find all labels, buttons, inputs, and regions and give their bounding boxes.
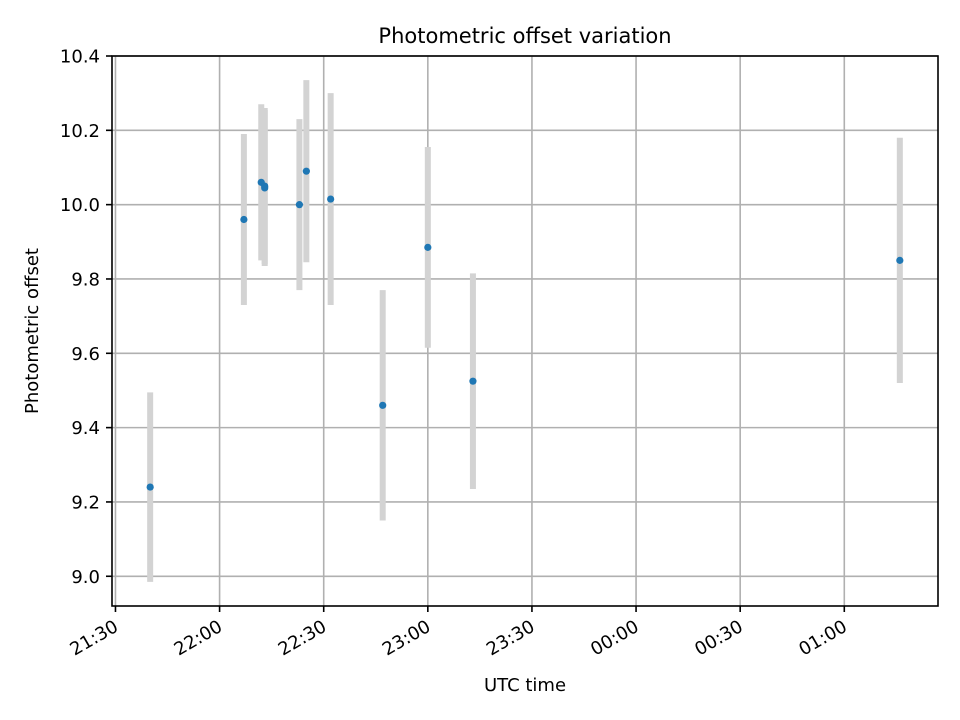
data-point bbox=[379, 401, 387, 409]
data-point bbox=[896, 256, 904, 264]
data-point bbox=[469, 377, 477, 385]
data-point bbox=[295, 201, 304, 209]
y-tick-label: 10.0 bbox=[60, 195, 100, 216]
plot-frame bbox=[111, 55, 939, 607]
x-axis: 21:30 22:00 22:30 23:00 23:30 00:00 00:30 01:00 bbox=[67, 606, 851, 660]
y-tick-label: 9.4 bbox=[71, 418, 100, 439]
y-axis: 9.0 9.2 9.4 9.6 9.8 10.0 10.2 10.4 bbox=[60, 47, 112, 588]
data-point bbox=[424, 243, 432, 251]
x-tick-label: 23:00 bbox=[379, 616, 434, 660]
data-point bbox=[327, 195, 335, 203]
y-tick-label: 10.4 bbox=[60, 47, 100, 68]
error-bars bbox=[147, 80, 903, 582]
x-axis-label: UTC time bbox=[484, 675, 566, 696]
x-tick-label: 23:30 bbox=[483, 616, 538, 660]
data-point bbox=[146, 483, 154, 491]
y-axis-label: Photometric offset bbox=[22, 248, 43, 414]
data-point bbox=[240, 215, 248, 224]
x-tick-label: 00:30 bbox=[691, 616, 746, 660]
x-tick-label: 22:00 bbox=[171, 616, 226, 660]
y-tick-label: 9.6 bbox=[71, 344, 100, 365]
x-tick-label: 01:00 bbox=[795, 616, 850, 660]
grid bbox=[112, 55, 938, 606]
chart-title: Photometric offset variation bbox=[378, 24, 671, 48]
y-tick-label: 10.2 bbox=[60, 121, 100, 142]
y-tick-label: 9.8 bbox=[71, 269, 100, 290]
x-tick-label: 00:00 bbox=[587, 616, 642, 660]
data-point bbox=[302, 167, 310, 175]
data-point bbox=[261, 182, 269, 190]
y-tick-label: 9.2 bbox=[71, 492, 100, 513]
x-tick-label: 21:30 bbox=[67, 616, 122, 660]
y-tick-label: 9.0 bbox=[71, 567, 100, 588]
x-tick-label: 22:30 bbox=[275, 616, 330, 660]
data-points bbox=[146, 167, 904, 491]
